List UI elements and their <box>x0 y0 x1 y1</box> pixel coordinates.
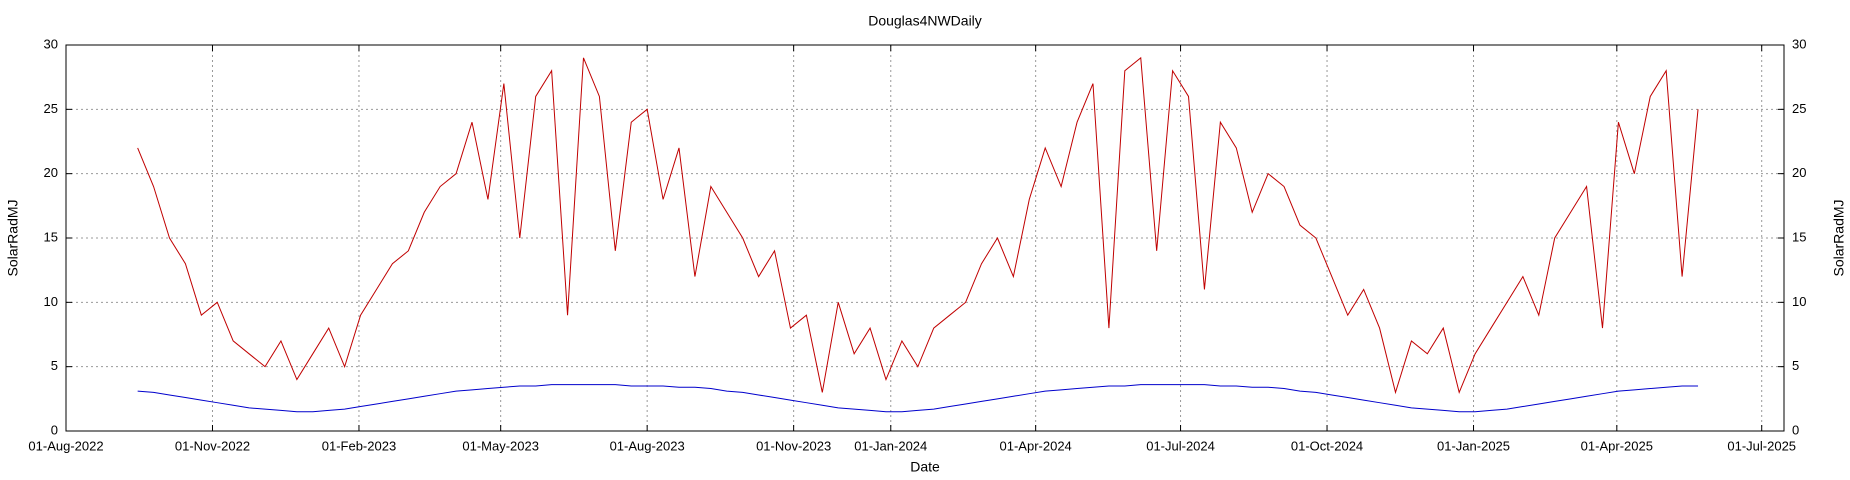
chart-title: Douglas4NWDaily <box>868 13 982 29</box>
y2-tick-label: 25 <box>1792 101 1806 116</box>
y-tick-label: 0 <box>51 422 58 437</box>
x-axis-label: Date <box>910 459 940 475</box>
plot-frame <box>65 44 1785 432</box>
y-tick-label: 30 <box>44 36 58 51</box>
x-tick-label: 01-Feb-2023 <box>322 438 396 453</box>
x-tick-label: 01-Aug-2022 <box>28 438 103 453</box>
y2-tick-label: 15 <box>1792 229 1806 244</box>
y2-tick-label: 5 <box>1792 358 1799 373</box>
y2-tick-label: 10 <box>1792 294 1806 309</box>
data-line <box>137 384 1699 413</box>
x-tick-label: 01-May-2023 <box>462 438 539 453</box>
x-tick-label: 01-Jan-2025 <box>1437 438 1510 453</box>
x-tick-label: 01-Apr-2025 <box>1581 438 1653 453</box>
x-tick-label: 01-Oct-2024 <box>1291 438 1363 453</box>
x-tick-label: 01-Jan-2024 <box>854 438 927 453</box>
y-tick-label: 5 <box>51 358 58 373</box>
x-tick-label: 01-Jul-2025 <box>1727 438 1796 453</box>
y-tick-label: 20 <box>44 165 58 180</box>
y-tick-label: 10 <box>44 294 58 309</box>
y-axis-label: SolarRadMJ <box>5 199 21 276</box>
x-tick-label: 01-Nov-2023 <box>756 438 831 453</box>
y2-tick-label: 0 <box>1792 422 1799 437</box>
y2-tick-label: 30 <box>1792 36 1806 51</box>
x-tick-label: 01-Aug-2023 <box>610 438 685 453</box>
x-tick-label: 01-Nov-2022 <box>175 438 250 453</box>
y-tick-label: 25 <box>44 101 58 116</box>
x-tick-label: 01-Apr-2024 <box>1000 438 1072 453</box>
data-line <box>137 56 1699 395</box>
y2-axis-label: SolarRadMJ <box>1831 199 1847 276</box>
y2-tick-label: 20 <box>1792 165 1806 180</box>
x-tick-label: 01-Jul-2024 <box>1146 438 1215 453</box>
y-tick-label: 15 <box>44 229 58 244</box>
